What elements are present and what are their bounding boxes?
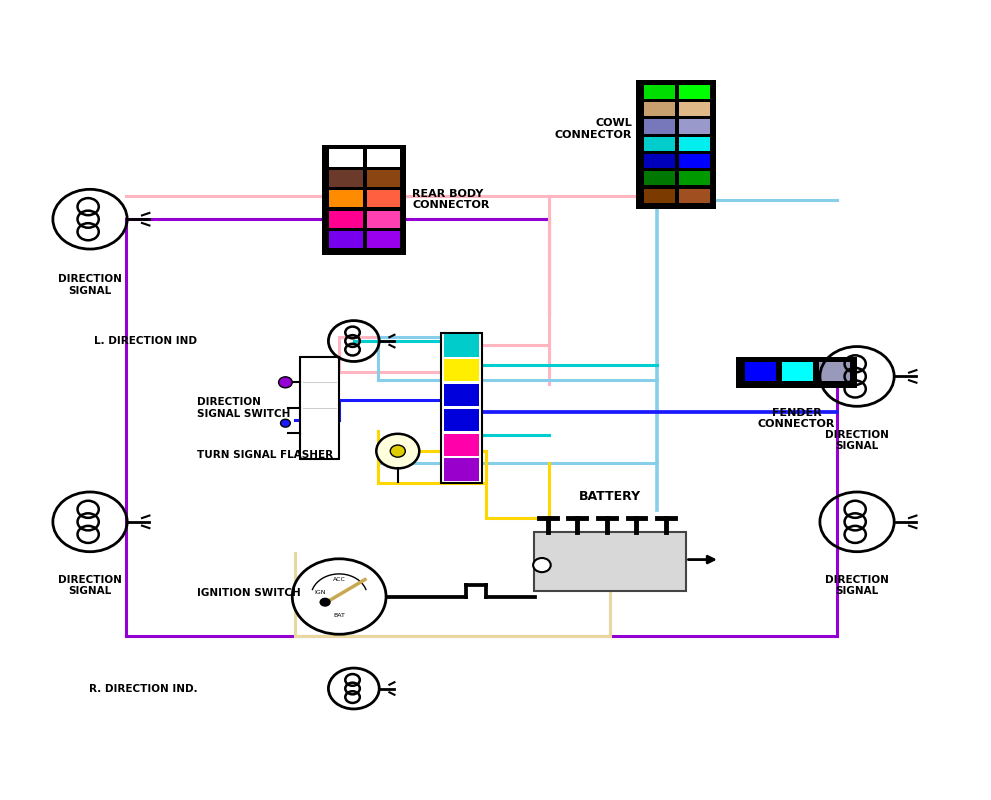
Text: COWL
CONNECTOR: COWL CONNECTOR (555, 118, 632, 139)
Text: BAT: BAT (333, 613, 345, 618)
Bar (329, 150, 363, 166)
Bar (444, 334, 479, 357)
Text: TURN SIGNAL FLASHER: TURN SIGNAL FLASHER (197, 450, 334, 460)
Bar (644, 102, 675, 116)
Bar (367, 210, 399, 228)
Bar (329, 170, 363, 187)
Bar (329, 190, 363, 207)
Text: IGNITION SWITCH: IGNITION SWITCH (197, 587, 301, 598)
Circle shape (533, 558, 551, 572)
Bar (644, 137, 675, 151)
Bar (736, 357, 857, 388)
Circle shape (278, 377, 292, 388)
Bar (679, 171, 711, 186)
Bar (679, 189, 711, 202)
Bar (300, 357, 339, 459)
Bar (644, 85, 675, 99)
Bar (679, 154, 711, 168)
Text: DIRECTION
SIGNAL SWITCH: DIRECTION SIGNAL SWITCH (197, 397, 290, 418)
Circle shape (390, 445, 405, 457)
Bar (744, 362, 776, 381)
Text: BATTERY: BATTERY (579, 490, 641, 502)
Bar (679, 137, 711, 151)
Bar (444, 384, 479, 406)
Text: DIRECTION
SIGNAL: DIRECTION SIGNAL (58, 274, 122, 296)
Circle shape (292, 558, 386, 634)
Bar (367, 150, 399, 166)
Bar (367, 190, 399, 207)
Bar (819, 362, 850, 381)
Bar (444, 409, 479, 431)
Bar (444, 434, 479, 456)
Bar (644, 171, 675, 186)
Bar (367, 231, 399, 248)
Circle shape (377, 434, 419, 468)
Bar (644, 154, 675, 168)
Bar (441, 333, 482, 482)
Bar (329, 231, 363, 248)
Text: IGN: IGN (315, 590, 326, 595)
Bar (644, 119, 675, 134)
Text: R. DIRECTION IND.: R. DIRECTION IND. (89, 683, 197, 694)
Circle shape (319, 598, 331, 606)
Circle shape (280, 419, 290, 427)
Bar (321, 145, 405, 254)
Bar (444, 359, 479, 382)
Bar (782, 362, 813, 381)
Text: L. DIRECTION IND: L. DIRECTION IND (94, 336, 197, 346)
Bar (679, 102, 711, 116)
Bar (534, 532, 686, 590)
Text: ACC: ACC (333, 577, 346, 582)
Text: REAR BODY
CONNECTOR: REAR BODY CONNECTOR (412, 189, 490, 210)
Bar (679, 119, 711, 134)
Bar (679, 85, 711, 99)
Bar (367, 170, 399, 187)
Bar (636, 80, 716, 209)
Bar (329, 210, 363, 228)
Text: DIRECTION
SIGNAL: DIRECTION SIGNAL (826, 574, 889, 596)
Bar (644, 189, 675, 202)
Text: FENDER
CONNECTOR: FENDER CONNECTOR (758, 408, 835, 430)
Bar (444, 458, 479, 481)
Text: DIRECTION
SIGNAL: DIRECTION SIGNAL (826, 430, 889, 451)
Text: DIRECTION
SIGNAL: DIRECTION SIGNAL (58, 574, 122, 596)
